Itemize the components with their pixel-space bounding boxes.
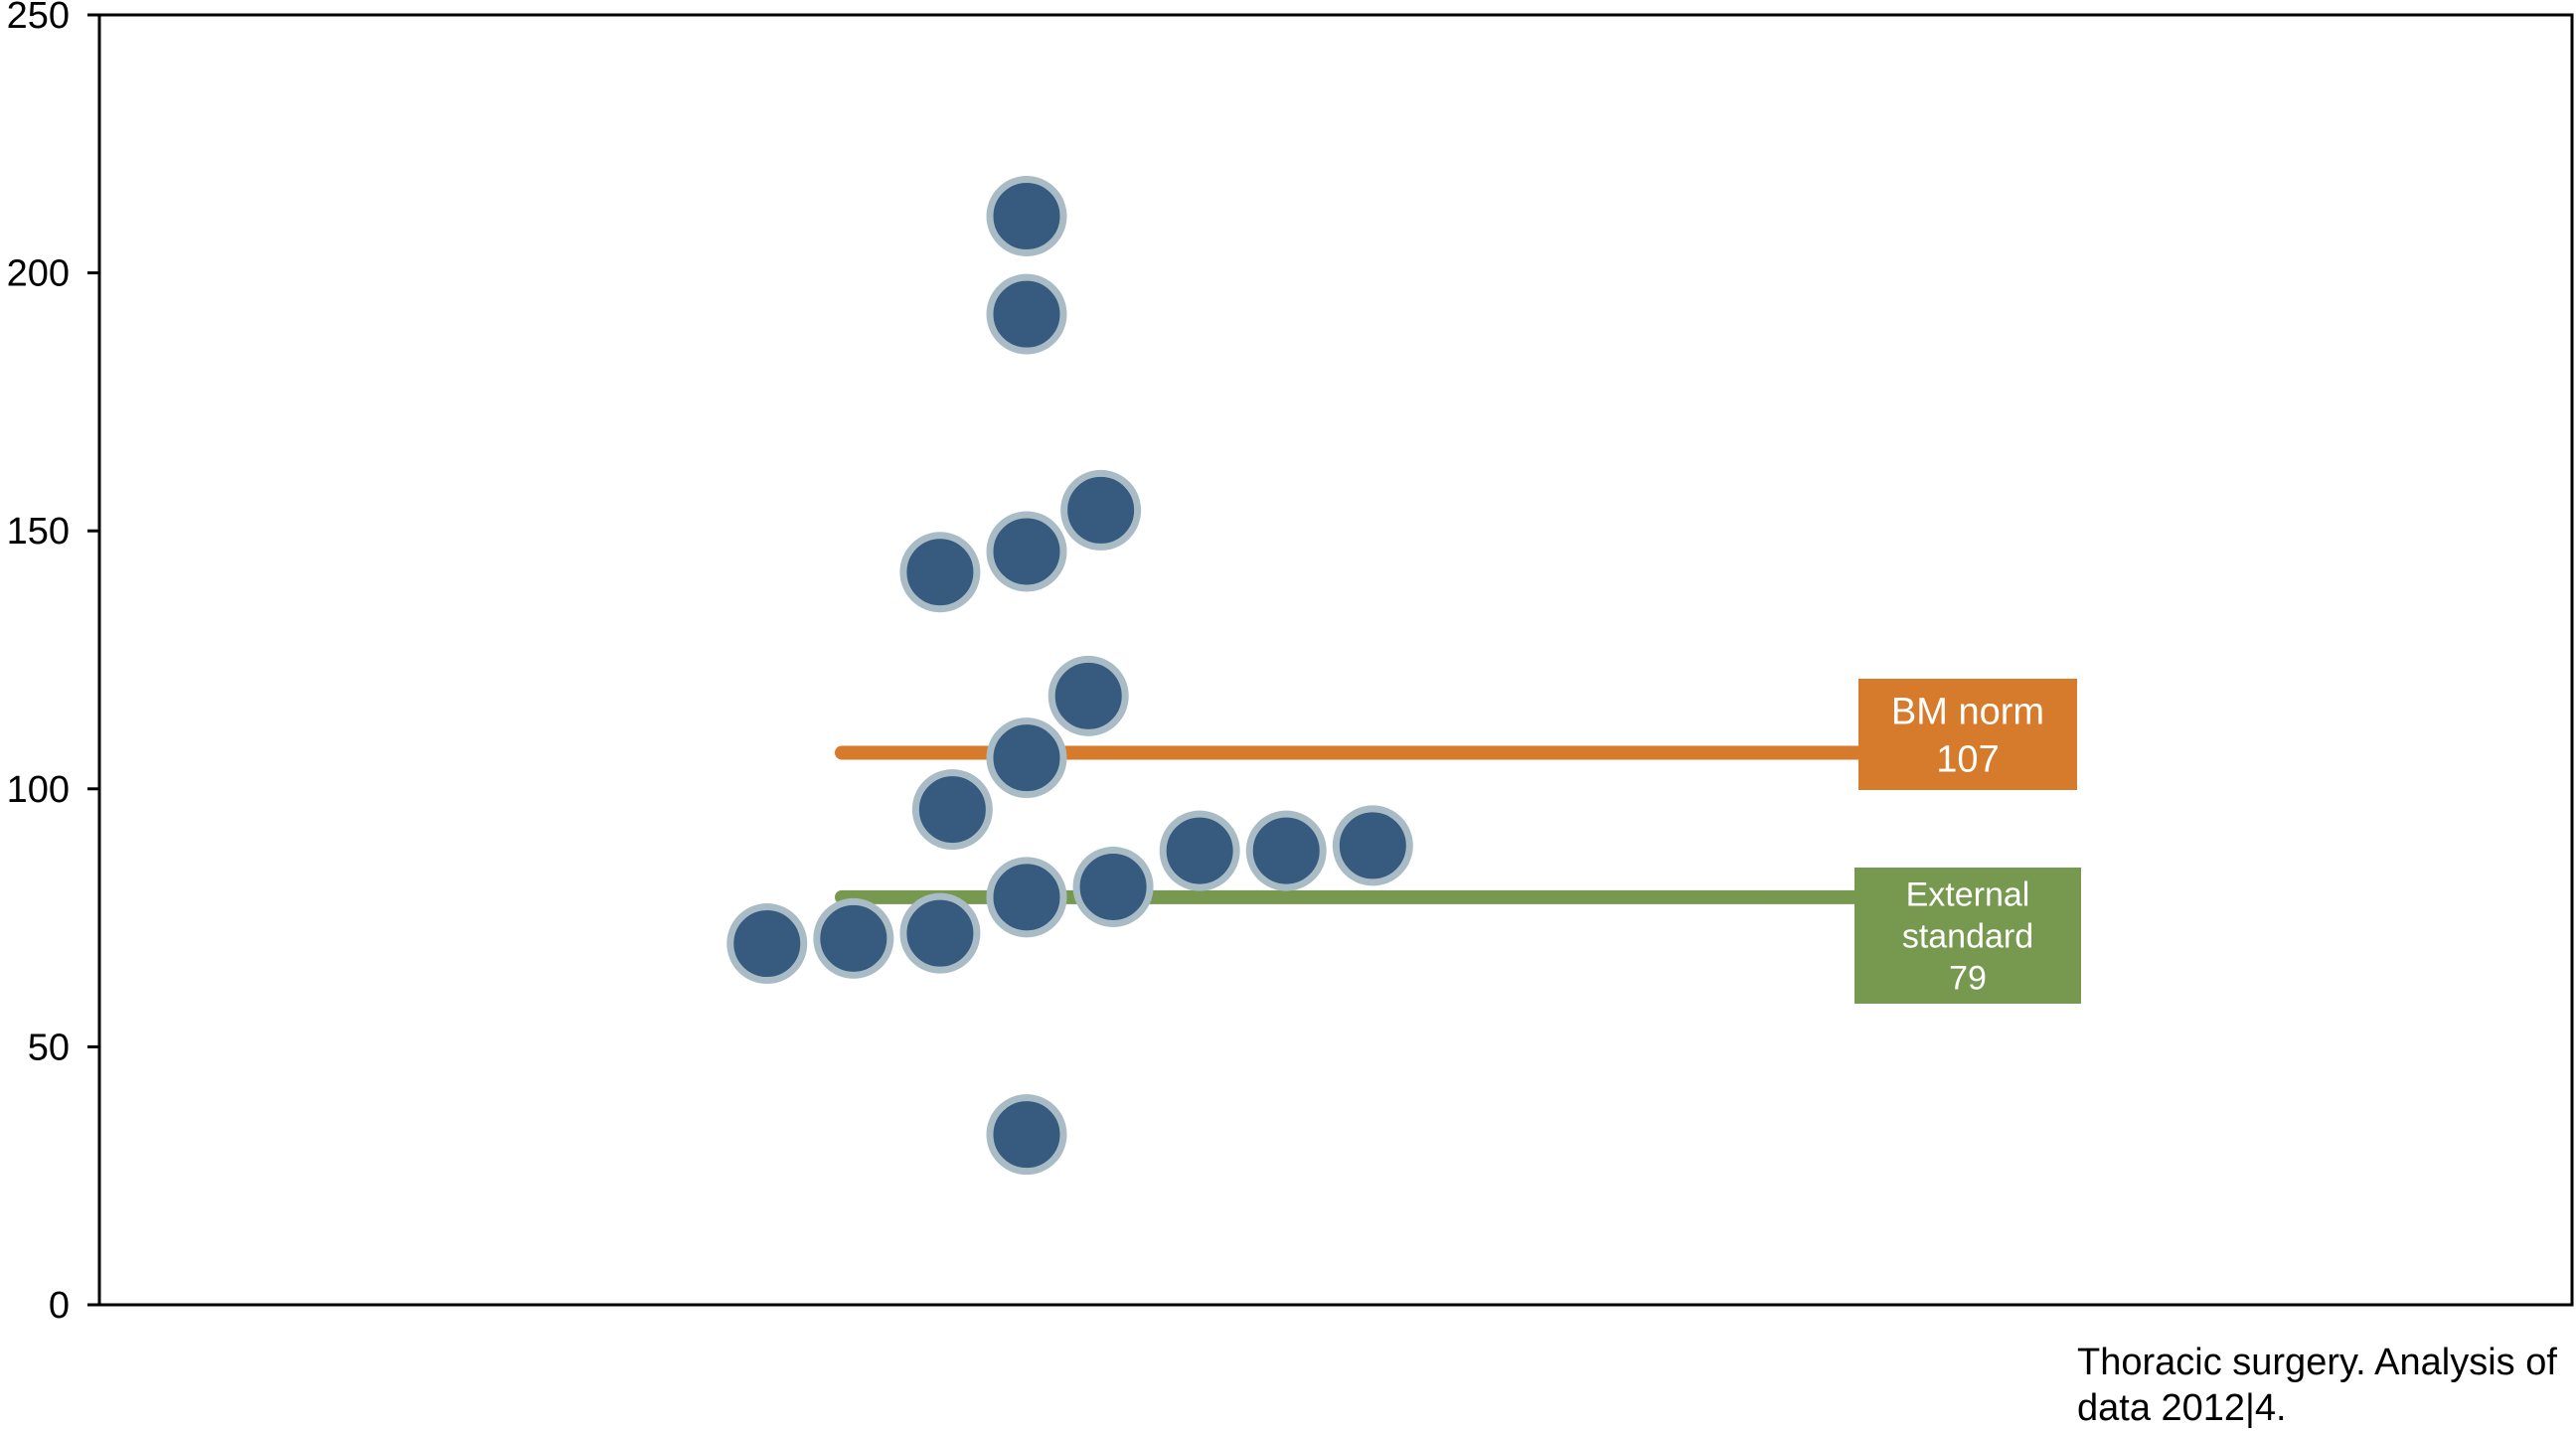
data-point xyxy=(1072,846,1154,927)
data-point xyxy=(1332,805,1413,886)
caption-line-2: data 2012|4. xyxy=(2077,1387,2287,1429)
data-point xyxy=(986,175,1067,256)
data-point xyxy=(1159,810,1240,891)
reference-label-text: 107 xyxy=(1936,738,1999,780)
data-point xyxy=(726,903,808,985)
axis-layer: 0 50 100 150 200 250 xyxy=(7,0,2574,1327)
caption: Thoracic surgery. Analysis of data 2012|… xyxy=(2077,1340,2574,1431)
caption-line-1: Thoracic surgery. Analysis of xyxy=(2077,1342,2557,1383)
data-point xyxy=(899,532,981,613)
y-tick-label: 100 xyxy=(7,769,70,811)
data-point xyxy=(813,897,894,979)
y-tick-label: 50 xyxy=(28,1027,70,1068)
data-point xyxy=(899,892,981,974)
reference-label-text: BM norm xyxy=(1891,691,2044,732)
reference-label-text: standard xyxy=(1902,917,2033,955)
data-point xyxy=(986,273,1067,355)
data-point xyxy=(986,1094,1067,1176)
reference-label-box xyxy=(1858,679,2077,790)
data-point xyxy=(986,717,1067,799)
data-point xyxy=(986,511,1067,592)
reference-label-box xyxy=(1854,868,2081,1004)
data-point xyxy=(1060,469,1142,551)
y-tick-label: 0 xyxy=(49,1285,70,1327)
reference-label-text: 79 xyxy=(1949,959,1987,997)
data-points xyxy=(726,175,1413,1176)
reference-label-text: External xyxy=(1906,875,2030,913)
y-tick-label: 250 xyxy=(7,0,70,37)
plot-frame xyxy=(97,13,2574,1307)
data-point xyxy=(1047,655,1129,736)
data-point xyxy=(986,857,1067,938)
y-tick-label: 150 xyxy=(7,511,70,553)
reference-labels: BM norm 107 External standard 79 xyxy=(1854,679,2081,1004)
data-point xyxy=(1245,810,1327,891)
data-point xyxy=(911,769,993,851)
y-tick-label: 200 xyxy=(7,253,70,295)
